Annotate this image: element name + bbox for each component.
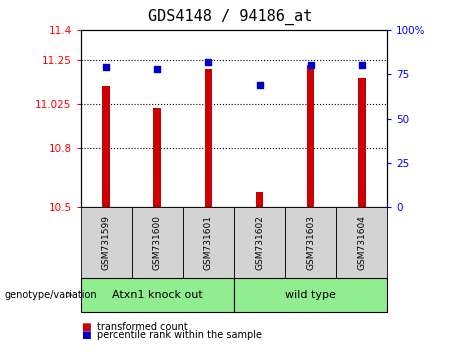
Text: GSM731601: GSM731601 <box>204 215 213 270</box>
Text: GSM731599: GSM731599 <box>102 215 111 270</box>
Text: genotype/variation: genotype/variation <box>5 290 97 300</box>
Point <box>102 64 110 70</box>
Text: ■: ■ <box>81 322 90 332</box>
Point <box>154 66 161 72</box>
Text: Atxn1 knock out: Atxn1 knock out <box>112 290 203 300</box>
Text: GSM731602: GSM731602 <box>255 215 264 270</box>
Text: GDS4148 / 94186_at: GDS4148 / 94186_at <box>148 9 313 25</box>
Point <box>307 63 314 68</box>
Text: GSM731603: GSM731603 <box>306 215 315 270</box>
Bar <box>307 65 314 207</box>
Text: wild type: wild type <box>285 290 336 300</box>
Bar <box>256 192 263 207</box>
Bar <box>154 108 161 207</box>
Text: percentile rank within the sample: percentile rank within the sample <box>97 330 262 339</box>
Point <box>358 63 366 68</box>
Bar <box>102 86 110 207</box>
Text: GSM731604: GSM731604 <box>357 215 366 270</box>
Text: transformed count: transformed count <box>97 322 188 332</box>
Bar <box>358 78 366 207</box>
Text: GSM731600: GSM731600 <box>153 215 162 270</box>
Text: ■: ■ <box>81 330 90 339</box>
Bar <box>205 69 212 207</box>
Point <box>205 59 212 65</box>
Point <box>256 82 263 88</box>
